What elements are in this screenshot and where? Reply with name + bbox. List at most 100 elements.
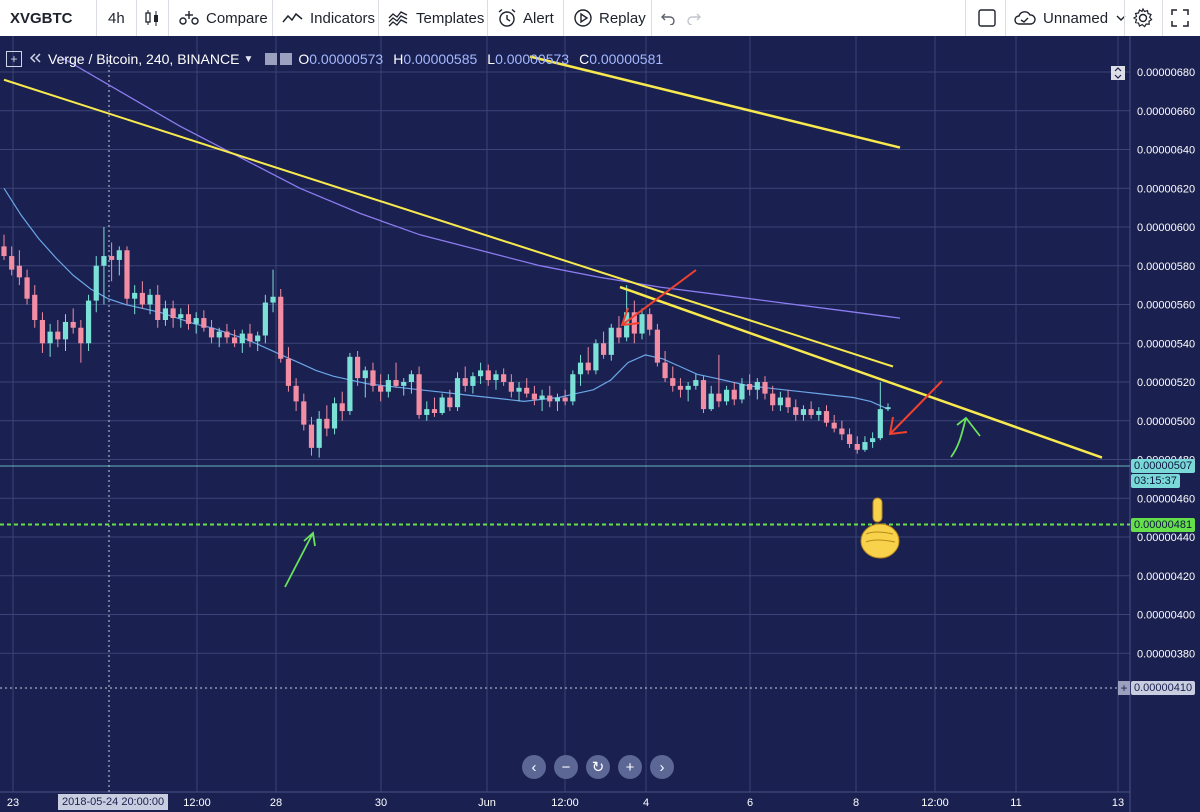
candle[interactable] <box>39 312 46 353</box>
candle[interactable] <box>155 285 161 328</box>
redo-button[interactable] <box>686 0 708 36</box>
candle[interactable] <box>232 329 238 348</box>
candle[interactable] <box>301 393 307 431</box>
candle[interactable] <box>639 308 645 340</box>
candle[interactable] <box>585 347 591 375</box>
replay-button[interactable]: Replay <box>573 0 646 36</box>
trendline-upper[interactable] <box>529 55 901 149</box>
candle[interactable] <box>1 234 7 260</box>
candle[interactable] <box>800 405 807 421</box>
caret-down-icon[interactable]: ▼ <box>243 53 254 65</box>
candle[interactable] <box>170 300 176 328</box>
candle[interactable] <box>370 362 376 392</box>
candle[interactable] <box>224 323 230 344</box>
chart-style-button[interactable] <box>144 0 166 36</box>
candle[interactable] <box>700 376 707 413</box>
reset-chart-button[interactable]: ↻ <box>586 755 610 779</box>
candle[interactable] <box>793 399 799 421</box>
candle[interactable] <box>178 308 184 328</box>
candle[interactable] <box>831 414 837 433</box>
candle[interactable] <box>708 385 714 412</box>
candle[interactable] <box>132 285 138 315</box>
zoom-in-button[interactable]: + <box>618 755 642 779</box>
series-settings-icon[interactable] <box>280 53 293 65</box>
candle[interactable] <box>608 323 614 361</box>
candle[interactable] <box>401 378 407 396</box>
candle[interactable] <box>616 316 622 344</box>
candle[interactable] <box>24 269 30 305</box>
candle[interactable] <box>139 281 145 309</box>
candle[interactable] <box>731 382 737 406</box>
candle[interactable] <box>485 364 491 386</box>
candle[interactable] <box>293 378 299 412</box>
indicators-button[interactable]: Indicators <box>282 0 375 36</box>
candle[interactable] <box>216 327 222 348</box>
candle[interactable] <box>685 382 691 402</box>
candle[interactable] <box>239 329 245 353</box>
candle[interactable] <box>870 432 876 448</box>
candle[interactable] <box>93 256 99 313</box>
candle[interactable] <box>654 323 660 367</box>
candle[interactable] <box>677 378 684 398</box>
eye-icon[interactable] <box>265 53 278 65</box>
trendline-long[interactable] <box>3 78 894 368</box>
candle[interactable] <box>877 382 883 441</box>
candle[interactable] <box>547 385 553 408</box>
candle[interactable] <box>716 354 722 408</box>
candle[interactable] <box>647 308 653 336</box>
candle[interactable] <box>393 362 399 388</box>
candle[interactable] <box>247 323 253 348</box>
candle[interactable] <box>770 385 776 412</box>
candle[interactable] <box>839 420 845 441</box>
candle[interactable] <box>355 351 361 386</box>
candle[interactable] <box>470 372 476 394</box>
candle[interactable] <box>16 250 22 286</box>
fullscreen-button[interactable] <box>1170 0 1196 36</box>
candle[interactable] <box>147 289 153 315</box>
templates-button[interactable]: Templates <box>388 0 484 36</box>
candle[interactable] <box>162 300 169 326</box>
candle[interactable] <box>193 312 199 334</box>
candle[interactable] <box>324 405 330 437</box>
legend-collapse-toggle[interactable] <box>1111 66 1125 80</box>
candle[interactable] <box>62 314 69 351</box>
candle[interactable] <box>47 323 53 357</box>
candle[interactable] <box>116 246 122 276</box>
candle[interactable] <box>201 310 207 332</box>
candle[interactable] <box>339 391 345 421</box>
candle[interactable] <box>562 389 568 406</box>
candle[interactable] <box>454 372 461 412</box>
candle[interactable] <box>255 331 261 351</box>
candle[interactable] <box>408 370 415 394</box>
candle[interactable] <box>9 246 15 276</box>
interval-button[interactable]: 4h <box>108 9 125 27</box>
candle[interactable] <box>785 389 791 413</box>
candle[interactable] <box>278 289 284 363</box>
candle[interactable] <box>531 385 537 406</box>
candle[interactable] <box>424 401 430 421</box>
zoom-out-button[interactable]: − <box>554 755 578 779</box>
add-alert-plus-icon[interactable]: + <box>1118 681 1130 695</box>
alert-button[interactable]: Alert <box>497 0 554 36</box>
candlestick-series[interactable] <box>1 227 891 458</box>
candle[interactable] <box>431 397 438 417</box>
candle[interactable] <box>762 376 768 400</box>
symbol-search[interactable]: XVGBTC <box>10 9 73 27</box>
candle[interactable] <box>124 246 130 305</box>
candle[interactable] <box>593 339 599 375</box>
trendline-resistance[interactable] <box>619 285 1103 459</box>
candle[interactable] <box>378 374 384 402</box>
candle[interactable] <box>55 320 61 348</box>
candle[interactable] <box>554 393 561 412</box>
candle[interactable] <box>316 411 322 458</box>
candle[interactable] <box>185 304 192 330</box>
scroll-right-button[interactable]: › <box>650 755 674 779</box>
undo-button[interactable] <box>660 0 682 36</box>
candle[interactable] <box>32 285 38 328</box>
candle[interactable] <box>693 374 699 390</box>
candle[interactable] <box>416 366 422 419</box>
candle[interactable] <box>739 378 745 404</box>
symbol-chevrons-icon[interactable] <box>28 51 42 67</box>
candle[interactable] <box>109 242 115 282</box>
candle[interactable] <box>862 436 868 452</box>
